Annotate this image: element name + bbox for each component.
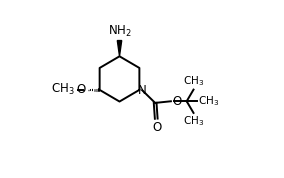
Text: O: O: [152, 121, 162, 134]
Polygon shape: [117, 41, 122, 56]
Text: CH$_3$: CH$_3$: [198, 94, 219, 108]
Text: CH$_3$: CH$_3$: [183, 115, 204, 128]
Text: CH$_3$: CH$_3$: [51, 82, 74, 97]
Text: O: O: [76, 83, 85, 96]
Text: N: N: [137, 84, 146, 97]
Text: NH$_2$: NH$_2$: [108, 24, 131, 39]
Text: O: O: [172, 95, 181, 108]
Text: CH$_3$: CH$_3$: [183, 74, 204, 88]
